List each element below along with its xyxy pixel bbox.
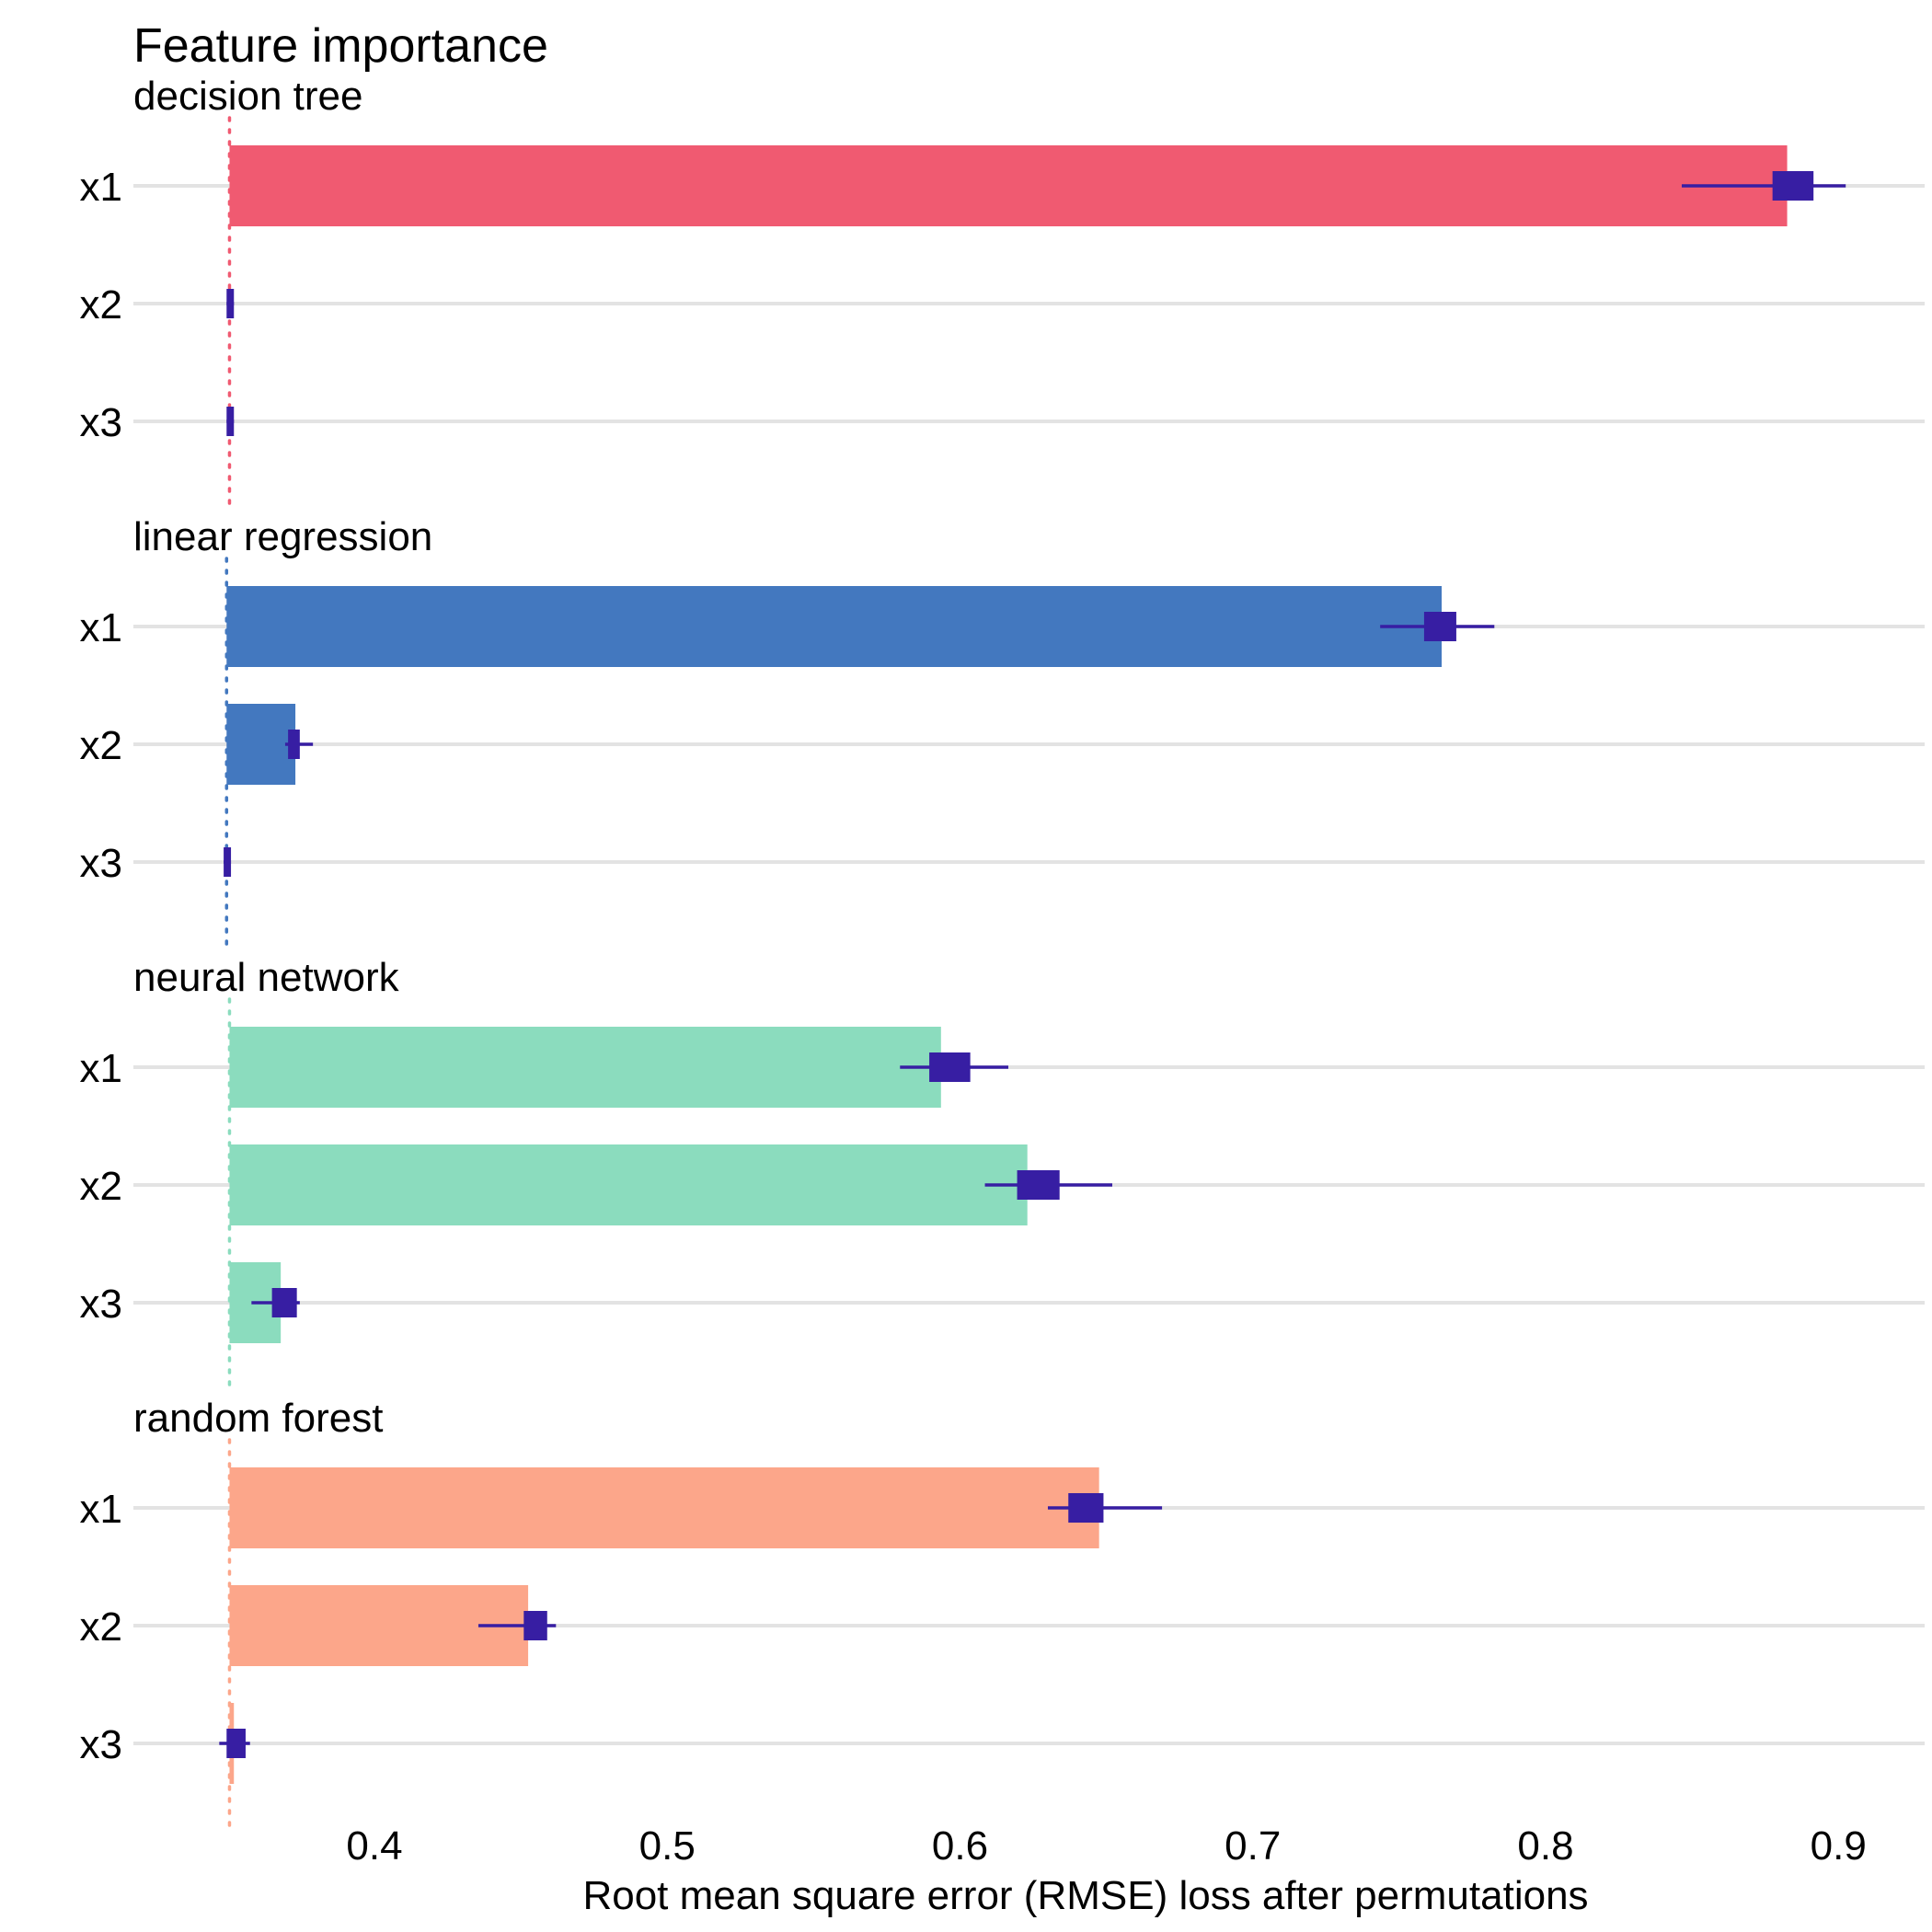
error-box	[288, 730, 300, 759]
y-tick-label: x1	[80, 165, 122, 210]
y-tick-label: x2	[80, 282, 122, 328]
error-box	[1017, 1170, 1060, 1200]
y-tick-label: x3	[80, 1722, 122, 1767]
error-box	[224, 847, 232, 877]
y-tick-label: x1	[80, 1046, 122, 1091]
panel-title: neural network	[133, 955, 400, 1000]
y-tick-label: x3	[80, 400, 122, 445]
y-tick-label: x3	[80, 1282, 122, 1327]
y-tick-label: x1	[80, 1487, 122, 1532]
chart-title: Feature importance	[133, 19, 548, 73]
panels-layer: decision tree x1 x2 x3 linear regression x1 x2…	[80, 74, 1925, 1834]
x-tick-label: 0.9	[1811, 1823, 1867, 1869]
panel-title: random forest	[133, 1396, 383, 1441]
panel-linear-regression: linear regression x1 x2 x3	[80, 514, 1925, 953]
x-axis-label: Root mean square error (RMSE) loss after…	[582, 1873, 1588, 1918]
bar	[226, 704, 296, 785]
panel-random-forest: random forest x1 x2 x3	[80, 1396, 1925, 1834]
panel-title: linear regression	[133, 514, 432, 559]
y-tick-label: x2	[80, 723, 122, 768]
error-box	[226, 407, 235, 436]
y-tick-label: x3	[80, 841, 122, 886]
x-axis: 0.4 0.5 0.6 0.7 0.8 0.9	[346, 1823, 1866, 1869]
error-box	[226, 1729, 246, 1758]
y-tick-label: x2	[80, 1164, 122, 1209]
error-box	[1423, 612, 1456, 641]
error-box	[929, 1052, 971, 1082]
panel-decision-tree: decision tree x1 x2 x3	[80, 74, 1925, 512]
x-tick-label: 0.6	[932, 1823, 988, 1869]
error-box	[271, 1288, 297, 1317]
error-box	[1068, 1493, 1104, 1523]
bar	[229, 1467, 1099, 1548]
x-tick-label: 0.4	[346, 1823, 402, 1869]
panel-title: decision tree	[133, 74, 362, 119]
bar	[229, 145, 1788, 226]
error-box	[1772, 171, 1814, 201]
x-tick-label: 0.8	[1517, 1823, 1573, 1869]
x-tick-label: 0.5	[639, 1823, 696, 1869]
panel-neural-network: neural network x1 x2 x3	[80, 955, 1925, 1394]
error-box	[523, 1611, 547, 1640]
bar	[226, 586, 1443, 667]
bar	[229, 1144, 1028, 1225]
error-box	[226, 289, 235, 318]
bar	[229, 1027, 941, 1108]
x-tick-label: 0.7	[1225, 1823, 1281, 1869]
y-tick-label: x2	[80, 1604, 122, 1650]
y-tick-label: x1	[80, 605, 122, 650]
